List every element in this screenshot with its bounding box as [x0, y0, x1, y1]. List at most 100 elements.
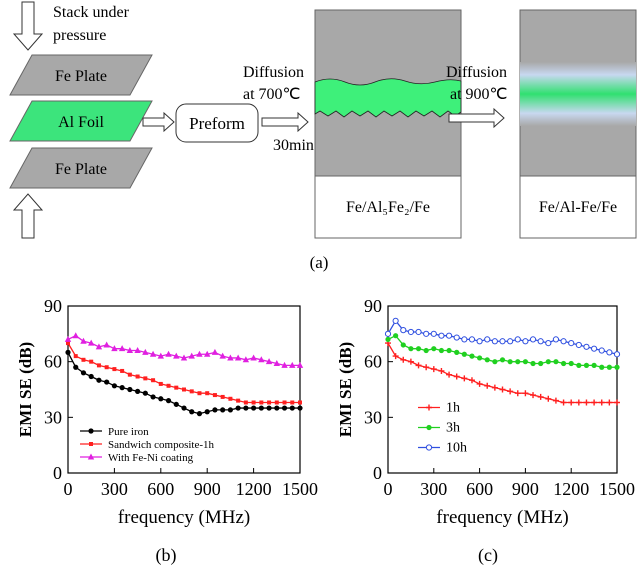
marker	[423, 364, 430, 371]
marker	[220, 407, 226, 413]
arrow-up	[12, 193, 44, 239]
preform-box	[175, 103, 259, 143]
marker	[560, 399, 567, 406]
marker	[545, 340, 552, 347]
marker	[103, 341, 110, 348]
marker	[476, 380, 483, 387]
marker	[606, 399, 613, 406]
marker	[530, 360, 536, 367]
series-line	[387, 342, 617, 404]
al-foil	[9, 100, 153, 142]
marker	[484, 357, 490, 363]
marker	[507, 359, 513, 365]
marker	[415, 346, 422, 352]
marker	[236, 398, 241, 403]
legend-label: Pure iron	[108, 426, 149, 438]
interlayer	[314, 78, 462, 118]
marker	[491, 338, 498, 345]
panel-caption: (a)	[310, 253, 329, 272]
marker	[297, 405, 303, 411]
y-tick-label: 90	[364, 296, 382, 316]
marker	[553, 359, 559, 365]
legend-marker	[89, 442, 93, 446]
marker	[242, 356, 250, 363]
marker	[385, 336, 391, 342]
y-tick-label: 0	[373, 463, 382, 483]
x-tick-label: 1500	[599, 479, 635, 499]
marker	[469, 353, 475, 359]
y-tick-label: 30	[364, 407, 382, 427]
marker	[289, 361, 296, 368]
marker	[507, 388, 514, 395]
marker	[591, 399, 598, 406]
marker	[560, 338, 567, 345]
marker	[530, 392, 537, 399]
marker	[568, 399, 575, 406]
marker	[112, 367, 117, 372]
series-line	[67, 334, 300, 367]
marker	[134, 347, 141, 354]
y-axis-label: EMI SE (dB)	[16, 342, 35, 437]
fe-plate	[9, 147, 153, 189]
marker	[476, 338, 483, 345]
marker	[499, 357, 506, 363]
legend-marker	[426, 424, 432, 431]
marker	[514, 390, 521, 397]
marker	[228, 396, 233, 401]
diagram: Stack under pressure Fe Plate Al Foil Fe…	[9, 1, 637, 272]
x-tick-label: 300	[420, 479, 447, 499]
marker	[166, 383, 171, 388]
marker	[575, 399, 582, 406]
marker	[446, 347, 452, 354]
marker	[196, 350, 203, 357]
legend-label: With Fe-Ni coating	[108, 452, 194, 464]
marker	[484, 336, 491, 343]
marker	[415, 328, 422, 336]
marker	[104, 365, 109, 370]
marker	[73, 364, 79, 370]
marker	[80, 337, 87, 344]
marker	[211, 348, 219, 355]
marker	[591, 362, 597, 368]
marker	[66, 341, 70, 346]
label-box	[314, 175, 462, 239]
marker	[461, 336, 468, 343]
marker	[142, 348, 149, 355]
marker	[281, 405, 288, 411]
marker	[431, 346, 437, 352]
marker	[499, 386, 506, 393]
marker	[614, 364, 620, 370]
x-tick-label: 300	[101, 479, 128, 499]
step-label: at 700℃	[243, 86, 301, 103]
x-axis-label: frequency (MHz)	[118, 507, 250, 528]
marker	[89, 359, 94, 364]
layer-label: Fe Plate	[55, 68, 107, 85]
marker	[219, 352, 226, 359]
marker	[281, 361, 288, 368]
marker	[400, 356, 407, 363]
interlayer	[520, 62, 636, 126]
plot-frame	[67, 305, 301, 474]
marker	[552, 336, 560, 343]
marker	[606, 349, 613, 356]
marker	[453, 334, 460, 341]
marker	[180, 354, 188, 361]
marker	[227, 407, 233, 413]
marker	[583, 399, 590, 406]
step-label: Diffusion	[243, 64, 304, 81]
marker	[568, 340, 575, 347]
marker	[120, 368, 125, 373]
preform-label: Preform	[189, 114, 245, 133]
marker	[415, 362, 422, 369]
marker	[251, 400, 256, 405]
stack-label: Stack under	[53, 4, 130, 21]
marker	[438, 347, 445, 354]
marker	[181, 405, 187, 411]
marker	[266, 405, 272, 411]
marker	[220, 394, 225, 399]
marker	[173, 352, 180, 359]
marker	[142, 390, 148, 396]
marker	[606, 364, 612, 370]
marker	[135, 388, 141, 394]
